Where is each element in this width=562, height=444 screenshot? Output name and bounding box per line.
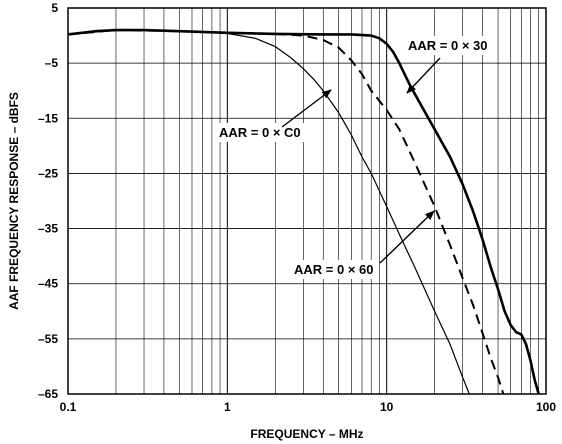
annotation-arrow	[379, 210, 435, 264]
x-tick-label: 100	[536, 400, 556, 414]
y-tick-label: –45	[38, 277, 58, 291]
y-tick-label: –5	[45, 56, 59, 70]
y-tick-label: 5	[51, 1, 58, 15]
annotation-arrow	[281, 89, 332, 128]
x-axis-label: FREQUENCY – MHz	[250, 427, 363, 441]
annotation-background	[404, 36, 492, 55]
annotation: AAR = 0 × 30	[404, 36, 492, 94]
y-axis-label: AAF FREQUENCY RESPONSE – dBFS	[7, 92, 21, 310]
grid	[67, 7, 547, 395]
annotation: AAR = 0 × 60	[290, 210, 435, 279]
series-lines	[67, 28, 540, 395]
series-line	[67, 29, 470, 395]
y-tick-labels: 5 –5 –15 –25 –35 –45 –55 –65	[38, 1, 58, 401]
x-tick-label: 0.1	[60, 400, 77, 414]
annotation-label: AAR = 0 × 30	[408, 38, 488, 53]
y-tick-label: –65	[38, 387, 58, 401]
x-tick-label: 1	[224, 400, 231, 414]
x-tick-label: 10	[380, 400, 394, 414]
y-tick-label: –35	[38, 222, 58, 236]
y-tick-label: –55	[38, 332, 58, 346]
annotation-background	[215, 123, 305, 142]
annotation-arrow	[406, 57, 441, 94]
annotation-label: AAR = 0 × 60	[294, 262, 374, 277]
series-line	[67, 29, 505, 395]
annotation-label: AAR = 0 × C0	[219, 125, 301, 140]
x-tick-labels: 0.1 1 10 100	[60, 400, 557, 414]
plot-frame	[67, 7, 547, 395]
y-tick-label: –15	[38, 111, 58, 125]
annotation: AAR = 0 × C0	[215, 89, 332, 142]
y-tick-label: –25	[38, 166, 58, 180]
annotations: AAR = 0 × 30 AAR = 0 × C0 AAR = 0 × 60	[215, 36, 492, 279]
annotation-background	[290, 260, 378, 279]
